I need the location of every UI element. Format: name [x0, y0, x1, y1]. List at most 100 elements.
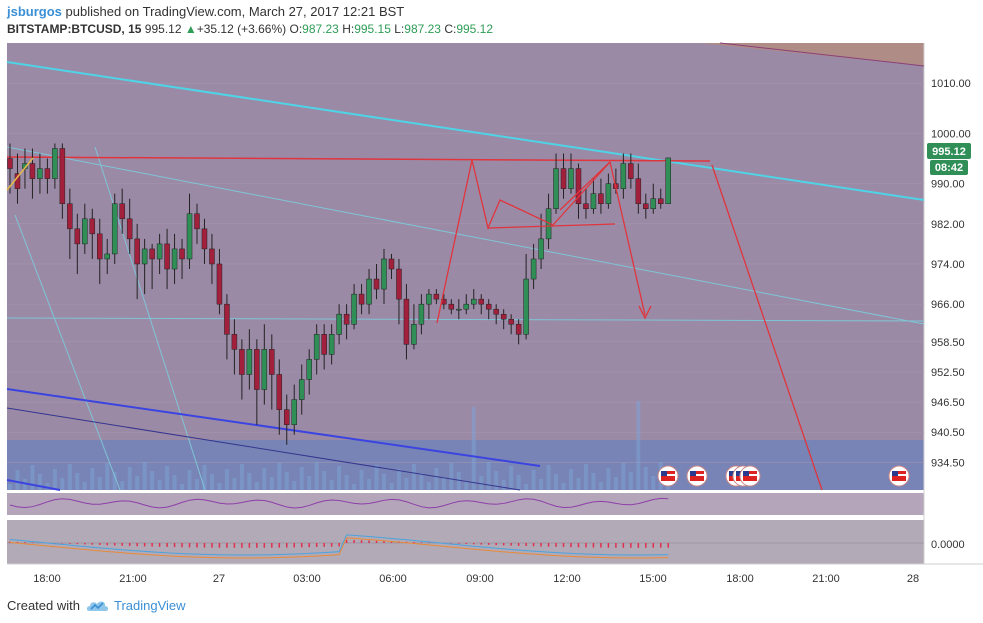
flag-canton: [743, 471, 749, 476]
candle-body: [74, 228, 81, 245]
candle: [433, 289, 440, 305]
flag-stripe-white: [892, 474, 906, 476]
horizontal-support-line: [6, 317, 925, 322]
candle: [403, 284, 410, 360]
volume-bar: [613, 477, 618, 490]
candle-body: [59, 148, 66, 204]
candle-body: [209, 248, 215, 265]
volume-bar: [337, 466, 342, 490]
candle: [52, 143, 58, 189]
volume-bar: [374, 465, 379, 490]
y-tick-label: 946.50: [931, 397, 965, 409]
candle-body: [358, 293, 365, 305]
volume-bar: [82, 482, 87, 490]
candle-body: [658, 198, 664, 204]
y-tick-label: 966.00: [931, 299, 965, 311]
candle: [336, 304, 342, 345]
candle-body: [620, 163, 627, 189]
candle-body: [351, 293, 357, 325]
candle-body: [575, 168, 582, 204]
candle-body: [313, 334, 320, 360]
volume-bar: [456, 472, 461, 490]
x-tick-label: 28: [907, 573, 919, 585]
volume-bar: [509, 466, 514, 490]
candle: [396, 258, 402, 325]
volume-bar: [539, 479, 544, 490]
us-flag-event-icon: [657, 465, 679, 487]
channel-lower-dark: [6, 407, 521, 491]
volume-bar: [180, 484, 185, 490]
candle-body: [373, 278, 380, 290]
candle-body: [111, 203, 118, 255]
target-line: [711, 164, 823, 491]
candle: [111, 193, 118, 264]
volume-bar: [187, 470, 192, 490]
volume-bar: [426, 482, 431, 490]
candle-body: [336, 313, 342, 335]
price-badge: 995.12: [932, 146, 966, 158]
candle: [246, 329, 253, 390]
candle-body: [306, 359, 312, 380]
volume-bar: [127, 467, 132, 490]
candle: [373, 263, 380, 300]
candle-body: [201, 228, 208, 250]
volume-bar: [501, 480, 506, 490]
candle: [358, 284, 365, 315]
arrow-head: [638, 305, 652, 320]
author-link[interactable]: jsburgos: [7, 4, 62, 19]
candle: [186, 193, 193, 270]
candle: [493, 304, 499, 325]
candle: [201, 218, 208, 264]
candle: [67, 188, 73, 259]
candle-body: [396, 268, 402, 300]
volume-bar: [598, 482, 603, 490]
candle: [44, 158, 51, 194]
candle: [485, 299, 492, 320]
channel-line-b: [14, 214, 121, 491]
candle-body: [515, 324, 522, 335]
candle: [583, 188, 589, 219]
candle: [500, 309, 507, 330]
macd-signal-line: [9, 537, 669, 559]
publish-line: jsburgos published on TradingView.com, M…: [7, 4, 404, 19]
candle-body: [179, 248, 185, 260]
candle: [156, 233, 163, 275]
volume-bar: [277, 463, 282, 490]
volume-bar: [389, 483, 394, 490]
candle-body: [538, 238, 544, 260]
volume-bar: [37, 474, 42, 490]
volume-bar: [67, 464, 72, 490]
open-value: 987.23: [302, 22, 339, 36]
close-label: C:: [444, 22, 457, 36]
candle-body: [284, 409, 290, 425]
volume-bar: [224, 469, 229, 490]
close-value: 995.12: [456, 22, 494, 36]
high-value: 995.15: [354, 22, 391, 36]
candle-body: [493, 308, 499, 315]
volume-bar: [583, 464, 588, 490]
candle: [291, 384, 297, 435]
resistance-red-line: [6, 156, 711, 162]
x-tick-label: 09:00: [466, 573, 494, 585]
candle-body: [291, 399, 297, 425]
volume-bar: [30, 465, 35, 490]
volume-bar: [524, 484, 529, 490]
candle: [194, 203, 200, 244]
candle-body: [141, 248, 148, 265]
tradingview-link[interactable]: TradingView: [86, 598, 186, 613]
candle-body: [605, 183, 612, 204]
candle-body: [598, 193, 604, 204]
candle: [560, 153, 567, 199]
volume-bar: [561, 483, 566, 490]
candle: [254, 339, 260, 425]
volume-bar: [97, 477, 102, 490]
tradingview-cloud-icon: [86, 601, 109, 611]
volume-bar: [60, 478, 65, 490]
volume-bar: [195, 479, 199, 490]
high-label: H:: [342, 22, 355, 36]
y-tick-label: 990.00: [931, 179, 965, 191]
volume-bar: [404, 478, 409, 490]
volume-bar: [621, 463, 626, 490]
candle: [224, 294, 230, 360]
